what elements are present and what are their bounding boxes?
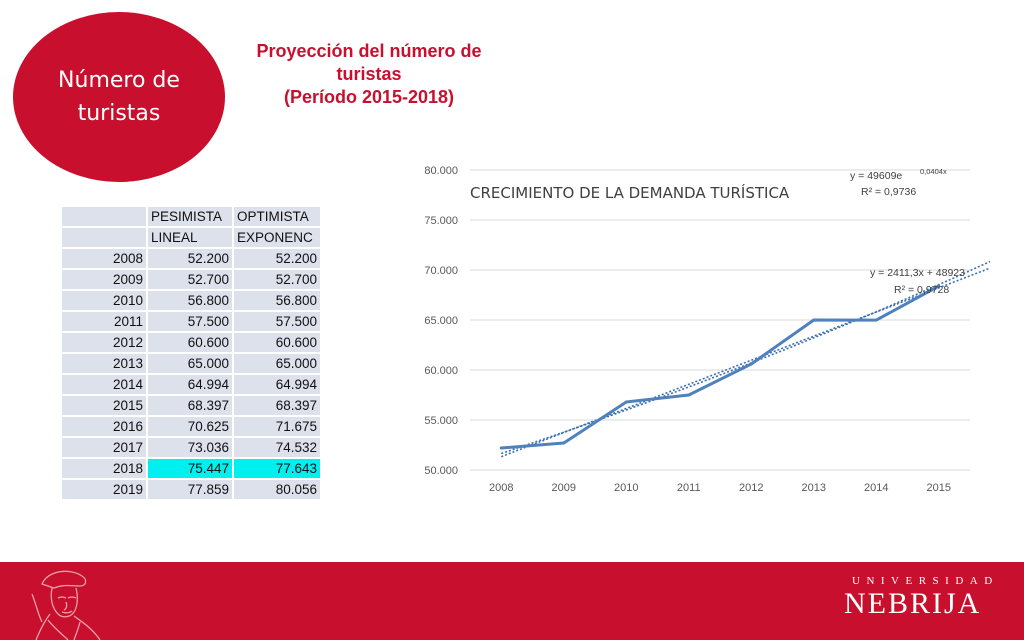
table-year-cell: 2017 bbox=[60, 436, 148, 459]
footer-bar: UNIVERSIDAD NEBRIJA bbox=[0, 562, 1024, 640]
y-tick-label: 55.000 bbox=[424, 415, 458, 427]
slide-title-line2: turistas bbox=[336, 64, 402, 84]
table-header-cell: EXPONENC bbox=[232, 226, 322, 249]
table-row: 2009 52.700 52.700 bbox=[60, 268, 322, 291]
table-optimist-cell: 71.675 bbox=[232, 415, 322, 438]
table-row: 2012 60.600 60.600 bbox=[60, 331, 322, 354]
table-pessimist-cell: 68.397 bbox=[146, 394, 234, 417]
table-optimist-cell: 56.800 bbox=[232, 289, 322, 312]
data-point bbox=[749, 362, 753, 366]
table-row: 2013 65.000 65.000 bbox=[60, 352, 322, 375]
slide-title-line3: (Período 2015-2018) bbox=[283, 87, 455, 107]
table-pessimist-cell: 75.447 bbox=[146, 457, 234, 480]
table-pessimist-cell: 64.994 bbox=[146, 373, 234, 396]
table-row: 2014 64.994 64.994 bbox=[60, 373, 322, 396]
university-label: UNIVERSIDAD bbox=[852, 575, 999, 587]
table-optimist-cell: 57.500 bbox=[232, 310, 322, 333]
data-point bbox=[687, 393, 691, 397]
data-point bbox=[624, 400, 628, 404]
data-point bbox=[562, 441, 566, 445]
table-row: 2016 70.625 71.675 bbox=[60, 415, 322, 438]
table-pessimist-cell: 52.200 bbox=[146, 247, 234, 270]
table-pessimist-cell: 73.036 bbox=[146, 436, 234, 459]
y-tick-label: 70.000 bbox=[424, 265, 458, 277]
table-pessimist-cell: 77.859 bbox=[146, 478, 234, 501]
x-tick-label: 2013 bbox=[802, 482, 826, 494]
table-year-cell: 2011 bbox=[60, 310, 148, 333]
series-line bbox=[501, 284, 940, 450]
exp-r2-label: R² = 0,9736 bbox=[861, 186, 916, 198]
table-pessimist-cell: 70.625 bbox=[146, 415, 234, 438]
table-row: 2008 52.200 52.200 bbox=[60, 247, 322, 270]
x-tick-label: 2008 bbox=[489, 482, 513, 494]
y-tick-label: 60.000 bbox=[424, 365, 458, 377]
x-tick-label: 2011 bbox=[677, 482, 701, 494]
table-header-row: LINEAL EXPONENC bbox=[60, 226, 322, 249]
table-year-cell: 2012 bbox=[60, 331, 148, 354]
growth-chart: 50.000 55.000 60.000 65.000 70.000 75.000 80.0… bbox=[424, 165, 990, 494]
x-tick-label: 2012 bbox=[739, 482, 763, 494]
table-year-cell: 2018 bbox=[60, 457, 148, 480]
table-optimist-cell: 77.643 bbox=[232, 457, 322, 480]
chart-title: CRECIMIENTO DE LA DEMANDA TURÍSTICA bbox=[470, 183, 790, 202]
table-year-cell: 2016 bbox=[60, 415, 148, 438]
table-row: 2018 75.447 77.643 bbox=[60, 457, 322, 480]
table-header-corner bbox=[60, 205, 148, 228]
table-row: 2017 73.036 74.532 bbox=[60, 436, 322, 459]
portrait-logo bbox=[31, 570, 101, 640]
table-pessimist-cell: 60.600 bbox=[146, 331, 234, 354]
data-point bbox=[937, 284, 941, 288]
table-optimist-cell: 74.532 bbox=[232, 436, 322, 459]
table-pessimist-cell: 52.700 bbox=[146, 268, 234, 291]
y-tick-label: 75.000 bbox=[424, 215, 458, 227]
table-year-cell: 2015 bbox=[60, 394, 148, 417]
table-pessimist-cell: 57.500 bbox=[146, 310, 234, 333]
projection-table: PESIMISTA OPTIMISTA LINEAL EXPONENC 2008 52.2… bbox=[60, 205, 322, 501]
table-pessimist-cell: 56.800 bbox=[146, 289, 234, 312]
table-year-cell: 2009 bbox=[60, 268, 148, 291]
table-header-cell: LINEAL bbox=[146, 226, 234, 249]
y-tick-label: 80.000 bbox=[424, 165, 458, 177]
table-optimist-cell: 80.056 bbox=[232, 478, 322, 501]
table-optimist-cell: 65.000 bbox=[232, 352, 322, 375]
table-year-cell: 2013 bbox=[60, 352, 148, 375]
table-optimist-cell: 52.700 bbox=[232, 268, 322, 291]
table-optimist-cell: 64.994 bbox=[232, 373, 322, 396]
data-point bbox=[499, 446, 503, 450]
table-row: 2015 68.397 68.397 bbox=[60, 394, 322, 417]
linear-equation-label: y = 2411,3x + 48923 bbox=[870, 267, 965, 279]
x-tick-label: 2014 bbox=[864, 482, 888, 494]
slide-title: Proyección del número de turistas (Perío… bbox=[224, 40, 514, 109]
exp-equation-exponent: 0,0404x bbox=[920, 167, 947, 176]
table-header-corner bbox=[60, 226, 148, 249]
linear-trendline bbox=[501, 267, 990, 458]
table-optimist-cell: 68.397 bbox=[232, 394, 322, 417]
table-year-cell: 2019 bbox=[60, 478, 148, 501]
table-optimist-cell: 52.200 bbox=[232, 247, 322, 270]
title-badge: Número de turistas bbox=[13, 12, 225, 182]
table-optimist-cell: 60.600 bbox=[232, 331, 322, 354]
x-tick-label: 2015 bbox=[927, 482, 951, 494]
exp-equation-label: y = 49609e bbox=[850, 170, 902, 182]
table-row: 2010 56.800 56.800 bbox=[60, 289, 322, 312]
table-header-row: PESIMISTA OPTIMISTA bbox=[60, 205, 322, 228]
table-pessimist-cell: 65.000 bbox=[146, 352, 234, 375]
x-tick-label: 2010 bbox=[614, 482, 638, 494]
badge-title: Número de turistas bbox=[58, 68, 180, 126]
data-point bbox=[874, 318, 878, 322]
table-header-cell: PESIMISTA bbox=[146, 205, 234, 228]
table-header-cell: OPTIMISTA bbox=[232, 205, 322, 228]
y-tick-label: 50.000 bbox=[424, 465, 458, 477]
table-year-cell: 2010 bbox=[60, 289, 148, 312]
table-row: 2019 77.859 80.056 bbox=[60, 478, 322, 501]
linear-r2-label: R² = 0,9728 bbox=[894, 284, 949, 296]
y-tick-label: 65.000 bbox=[424, 315, 458, 327]
slide-title-line1: Proyección del número de bbox=[256, 41, 482, 61]
table-year-cell: 2008 bbox=[60, 247, 148, 270]
data-point bbox=[812, 318, 816, 322]
x-tick-label: 2009 bbox=[552, 482, 576, 494]
table-year-cell: 2014 bbox=[60, 373, 148, 396]
university-name: NEBRIJA bbox=[844, 587, 982, 620]
table-row: 2011 57.500 57.500 bbox=[60, 310, 322, 333]
